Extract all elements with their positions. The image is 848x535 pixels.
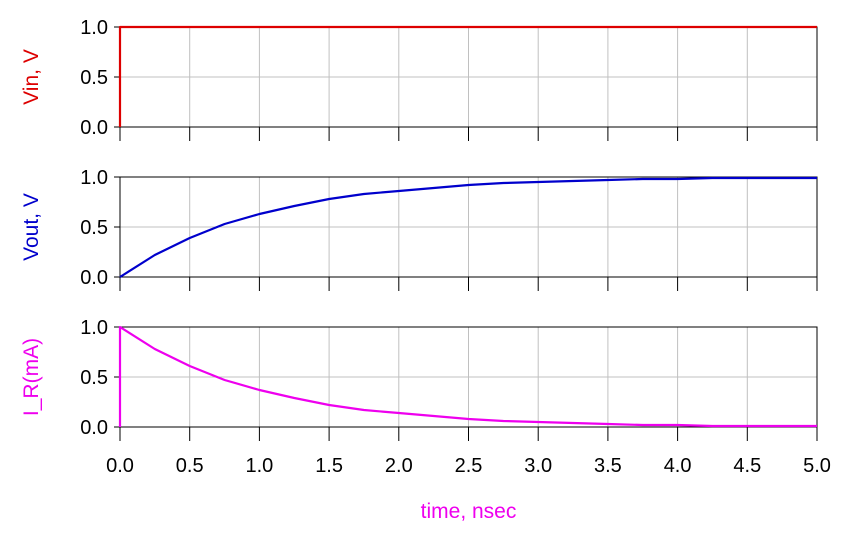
- series-line-1: [119, 176, 817, 278]
- x-tick-label: 2.0: [385, 455, 413, 477]
- chart-panel-2: 0.0 0.5 1.0 Vout, V: [20, 167, 818, 291]
- y-tick-label: 0.5: [80, 67, 108, 89]
- y-tick-label: 0.0: [80, 267, 108, 289]
- x-tick-label: 3.5: [594, 455, 622, 477]
- x-tick-label: 0.0: [106, 455, 134, 477]
- y-tick-label: 0.5: [80, 217, 108, 239]
- y-tick-label: 1.0: [80, 317, 108, 339]
- y-tick-label: 0.0: [80, 117, 108, 139]
- x-tick-label: 2.5: [455, 455, 483, 477]
- x-axis-label: time, nsec: [421, 500, 517, 523]
- y-axis-label: Vin, V: [20, 49, 43, 105]
- series-line-1: [118, 25, 817, 127]
- y-tick-label: 0.0: [80, 417, 108, 439]
- series-line-1: [118, 325, 817, 428]
- x-tick-label: 1.5: [315, 455, 343, 477]
- y-tick-label: 1.0: [80, 167, 108, 189]
- x-tick-label: 4.0: [664, 455, 692, 477]
- x-tick-label: 4.5: [733, 455, 761, 477]
- y-tick-label: 0.5: [80, 367, 108, 389]
- x-tick-label: 0.5: [176, 455, 204, 477]
- chart-panel-3: 0.0 0.5 1.0 I_R(mA) 0.0 0.5 1.0 1.5 2.0 2.5 3.0 3.5…: [20, 317, 831, 523]
- x-tick-label: 3.0: [524, 455, 552, 477]
- y-axis-label: I_R(mA): [20, 338, 43, 416]
- y-axis-label: Vout, V: [20, 193, 43, 261]
- x-tick-label: 5.0: [803, 455, 831, 477]
- y-tick-label: 1.0: [80, 17, 108, 39]
- chart-panel-1: 0.0 0.5 1.0 Vin, V: [20, 17, 818, 141]
- x-tick-label: 1.0: [245, 455, 273, 477]
